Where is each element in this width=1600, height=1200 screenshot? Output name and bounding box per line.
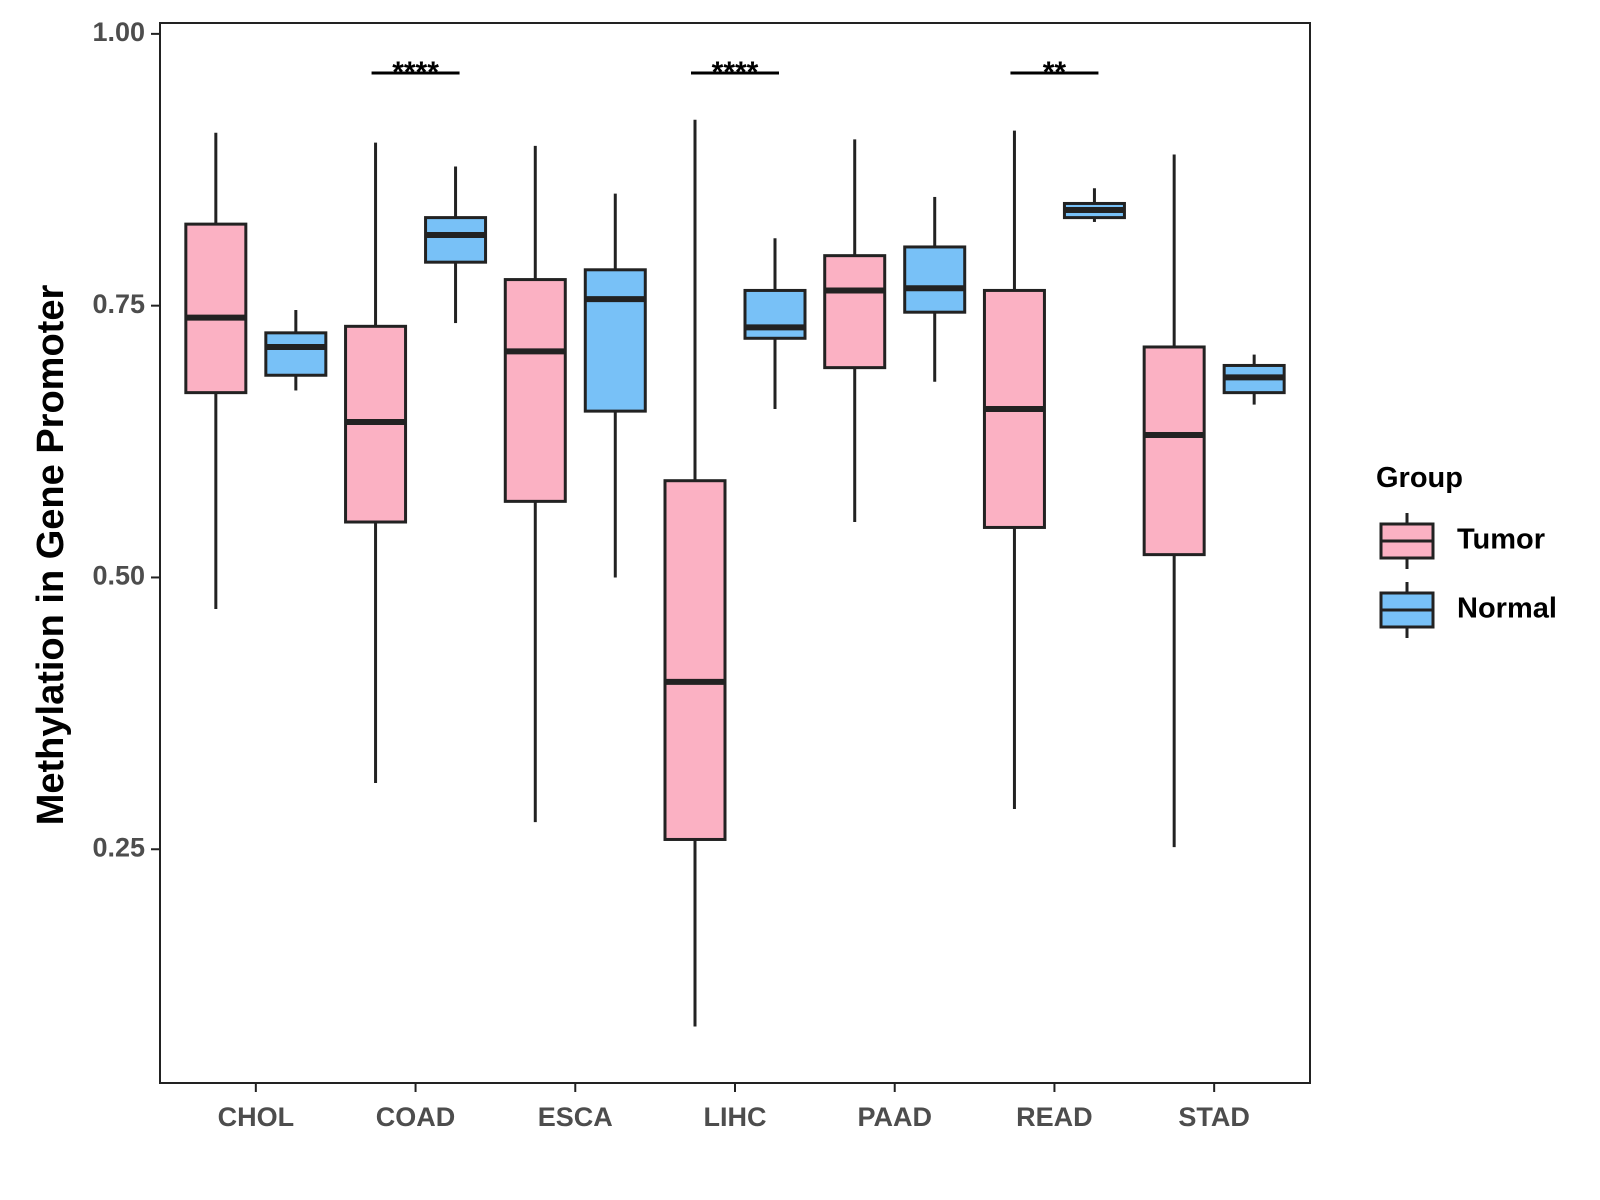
box-normal-paad: [903, 196, 967, 382]
box-normal-esca: [583, 193, 647, 578]
x-tick-label: CHOL: [218, 1102, 295, 1132]
x-tick-label: PAAD: [857, 1102, 932, 1132]
legend: Group Tumor Normal: [1376, 462, 1557, 638]
y-tick-label: 0.25: [92, 832, 145, 862]
y-tick-label: 0.75: [92, 289, 145, 319]
boxes: [184, 119, 1286, 1027]
box-body: [663, 479, 727, 841]
box-tumor-chol: [184, 132, 248, 609]
box-normal-lihc: [743, 238, 807, 409]
x-tick-label: STAD: [1178, 1102, 1250, 1132]
box-normal-chol: [264, 310, 328, 391]
plot-panel: [159, 22, 1311, 1084]
box-body: [583, 268, 647, 413]
box-body: [743, 288, 807, 340]
legend-title: Group: [1376, 462, 1463, 494]
box-tumor-lihc: [663, 119, 727, 1027]
box-body: [503, 278, 567, 503]
legend-label: Tumor: [1457, 524, 1545, 556]
box-body: [424, 216, 488, 264]
box-tumor-paad: [823, 139, 887, 523]
legend-item-normal: Normal: [1379, 582, 1557, 638]
x-axis: CHOL COAD ESCA LIHC PAAD READ STAD: [218, 1083, 1250, 1132]
box-body: [1142, 345, 1206, 557]
x-tick-label: COAD: [376, 1102, 456, 1132]
significance-label: **: [1043, 56, 1067, 89]
legend-item-tumor: Tumor: [1379, 513, 1545, 569]
x-tick-label: LIHC: [704, 1102, 767, 1132]
box-body: [264, 331, 328, 377]
y-tick-label: 0.50: [92, 561, 145, 591]
box-body: [823, 254, 887, 370]
box-normal-stad: [1222, 354, 1286, 405]
box-body: [903, 245, 967, 314]
significance-label: ****: [392, 56, 439, 89]
box-tumor-esca: [503, 145, 567, 823]
box-tumor-read: [982, 130, 1046, 810]
legend-label: Normal: [1457, 593, 1557, 625]
box-tumor-stad: [1142, 154, 1206, 848]
significance-annotations: **** **** **: [371, 56, 1099, 89]
y-tick-label: 1.00: [92, 17, 145, 47]
box-normal-coad: [424, 166, 488, 324]
y-axis-title: Methylation in Gene Promoter: [30, 285, 72, 826]
box-tumor-coad: [344, 142, 408, 783]
box-body: [184, 222, 248, 395]
x-tick-label: ESCA: [538, 1102, 613, 1132]
x-tick-label: READ: [1016, 1102, 1093, 1132]
y-axis: 0.25 0.50 0.75 1.00: [92, 17, 160, 862]
box-normal-read: [1062, 188, 1126, 222]
significance-label: ****: [712, 56, 759, 89]
